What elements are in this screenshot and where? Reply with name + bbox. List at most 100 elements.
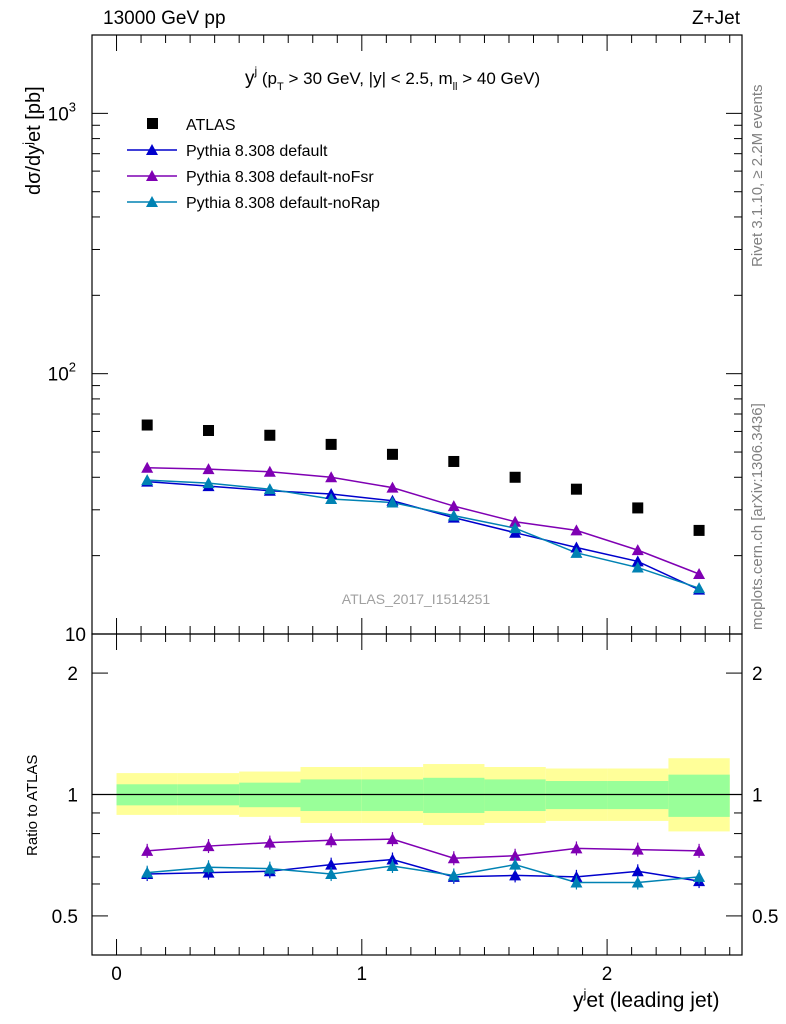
main-point-s2	[509, 515, 522, 527]
legend-label-norap: Pythia 8.308 default-noRap	[186, 195, 380, 212]
ratio-point-s2	[447, 852, 460, 864]
y-tick-label: 102	[48, 360, 76, 386]
ratio-point-s2	[141, 844, 154, 856]
main-point-s3	[325, 493, 338, 505]
data-point-atlas	[325, 438, 337, 450]
legend-label-atlas: ATLAS	[186, 117, 236, 134]
ratio-y-tick-label-right: 0.5	[752, 907, 778, 928]
main-point-s3	[141, 474, 154, 486]
y-tick-label: 10	[65, 625, 86, 646]
legend: ATLAS Pythia 8.308 default Pythia 8.308 …	[127, 117, 380, 212]
ratio-point-s3	[141, 866, 154, 878]
ratio-point-s2	[570, 842, 583, 854]
main-point-s3	[693, 582, 706, 594]
ratio-bands	[92, 758, 742, 832]
band-inner	[484, 779, 546, 812]
main-point-s3	[509, 522, 522, 534]
main-point-s2	[447, 500, 460, 512]
ratio-point-s1	[631, 865, 644, 877]
data-point-atlas	[570, 483, 582, 495]
ratio-point-s2	[631, 843, 644, 855]
legend-label-default: Pythia 8.308 default	[186, 143, 328, 160]
ratio-y-tick-label-right: 2	[752, 664, 763, 685]
band-inner	[423, 777, 485, 813]
ratio-point-s2	[693, 844, 706, 856]
ratio-point-s3	[386, 859, 399, 871]
ratio-y-tick-label: 1	[67, 786, 78, 807]
main-line-s3	[147, 479, 700, 589]
ratio-y-tick-label: 2	[67, 664, 78, 685]
ratio-y-tick-label: 0.5	[52, 907, 78, 928]
legend-marker-nofsr	[146, 170, 158, 181]
y-tick-label: 103	[48, 99, 76, 125]
data-point-atlas	[448, 455, 460, 467]
series-lines	[147, 467, 700, 884]
main-point-s2	[386, 481, 399, 493]
main-point-s1	[631, 555, 644, 567]
main-point-s3	[447, 509, 460, 521]
band-inner	[300, 779, 362, 812]
ratio-point-s3	[202, 861, 215, 873]
main-point-s2	[141, 461, 154, 473]
main-ylabel: dσ/dyjet [pb]	[20, 86, 45, 195]
legend-marker-norap	[146, 196, 158, 207]
ratio-point-s2	[202, 840, 215, 852]
data-point-atlas	[632, 502, 644, 514]
main-line-s1	[147, 480, 700, 591]
data-point-atlas	[264, 429, 276, 441]
data-point-atlas	[693, 524, 705, 536]
data-point-atlas	[509, 471, 521, 483]
ratio-point-s1	[325, 858, 338, 870]
ratio-point-s2	[386, 833, 399, 845]
ratio-point-s2	[263, 836, 276, 848]
analysis-watermark: ATLAS_2017_I1514251	[342, 591, 491, 607]
ratio-point-s3	[570, 876, 583, 888]
x-axis-label: yjet (leading jet)	[573, 986, 719, 1012]
ratio-line-s3	[147, 863, 700, 884]
data-point-atlas	[203, 424, 215, 436]
main-point-s2	[325, 471, 338, 483]
legend-marker-default	[146, 144, 158, 155]
header-right: Z+Jet	[691, 8, 740, 29]
ratio-point-s3	[447, 869, 460, 881]
ratio-point-s2	[325, 834, 338, 846]
legend-marker-atlas	[147, 118, 158, 129]
ratio-line-s1	[147, 858, 700, 882]
main-point-s2	[631, 544, 644, 556]
main-point-s2	[570, 524, 583, 536]
ratio-y-tick-label-right: 1	[752, 786, 763, 807]
header-left: 13000 GeV pp	[103, 8, 226, 29]
main-point-s2	[202, 463, 215, 475]
band-inner	[668, 774, 730, 817]
main-point-s3	[202, 477, 215, 489]
ratio-point-s3	[693, 870, 706, 882]
series-markers	[141, 419, 706, 890]
main-point-s3	[631, 561, 644, 573]
ratio-point-s3	[263, 862, 276, 874]
ratio-point-s3	[509, 858, 522, 870]
ratio-point-s2	[509, 849, 522, 861]
main-point-s3	[386, 496, 399, 508]
axes: 0 1 2 10 102 103 0.5 0.5 1 1 2 2	[48, 34, 778, 985]
main-line-s2	[147, 467, 700, 575]
plot-title: yj (pT > 30 GeV, |y| < 2.5, mll > 40 GeV…	[245, 64, 540, 93]
x-tick-label: 1	[357, 964, 368, 985]
x-tick-label: 0	[111, 964, 122, 985]
ratio-line-s2	[147, 838, 700, 859]
band-inner	[361, 779, 424, 812]
data-point-atlas	[141, 419, 153, 431]
mcplots-credit: mcplots.cern.ch [arXiv:1306.3436]	[749, 403, 766, 630]
ratio-point-s3	[631, 876, 644, 888]
main-point-s3	[570, 546, 583, 558]
main-point-s2	[263, 465, 276, 477]
ratio-point-s3	[325, 868, 338, 880]
x-tick-label: 2	[602, 964, 613, 985]
main-point-s2	[693, 568, 706, 580]
ratio-ylabel: Ratio to ATLAS	[24, 755, 41, 856]
ratio-point-s1	[509, 869, 522, 881]
legend-label-nofsr: Pythia 8.308 default-noFsr	[186, 169, 374, 186]
main-point-s3	[263, 483, 276, 495]
rivet-version: Rivet 3.1.10, ≥ 2.2M events	[749, 84, 766, 268]
data-point-atlas	[386, 448, 398, 460]
